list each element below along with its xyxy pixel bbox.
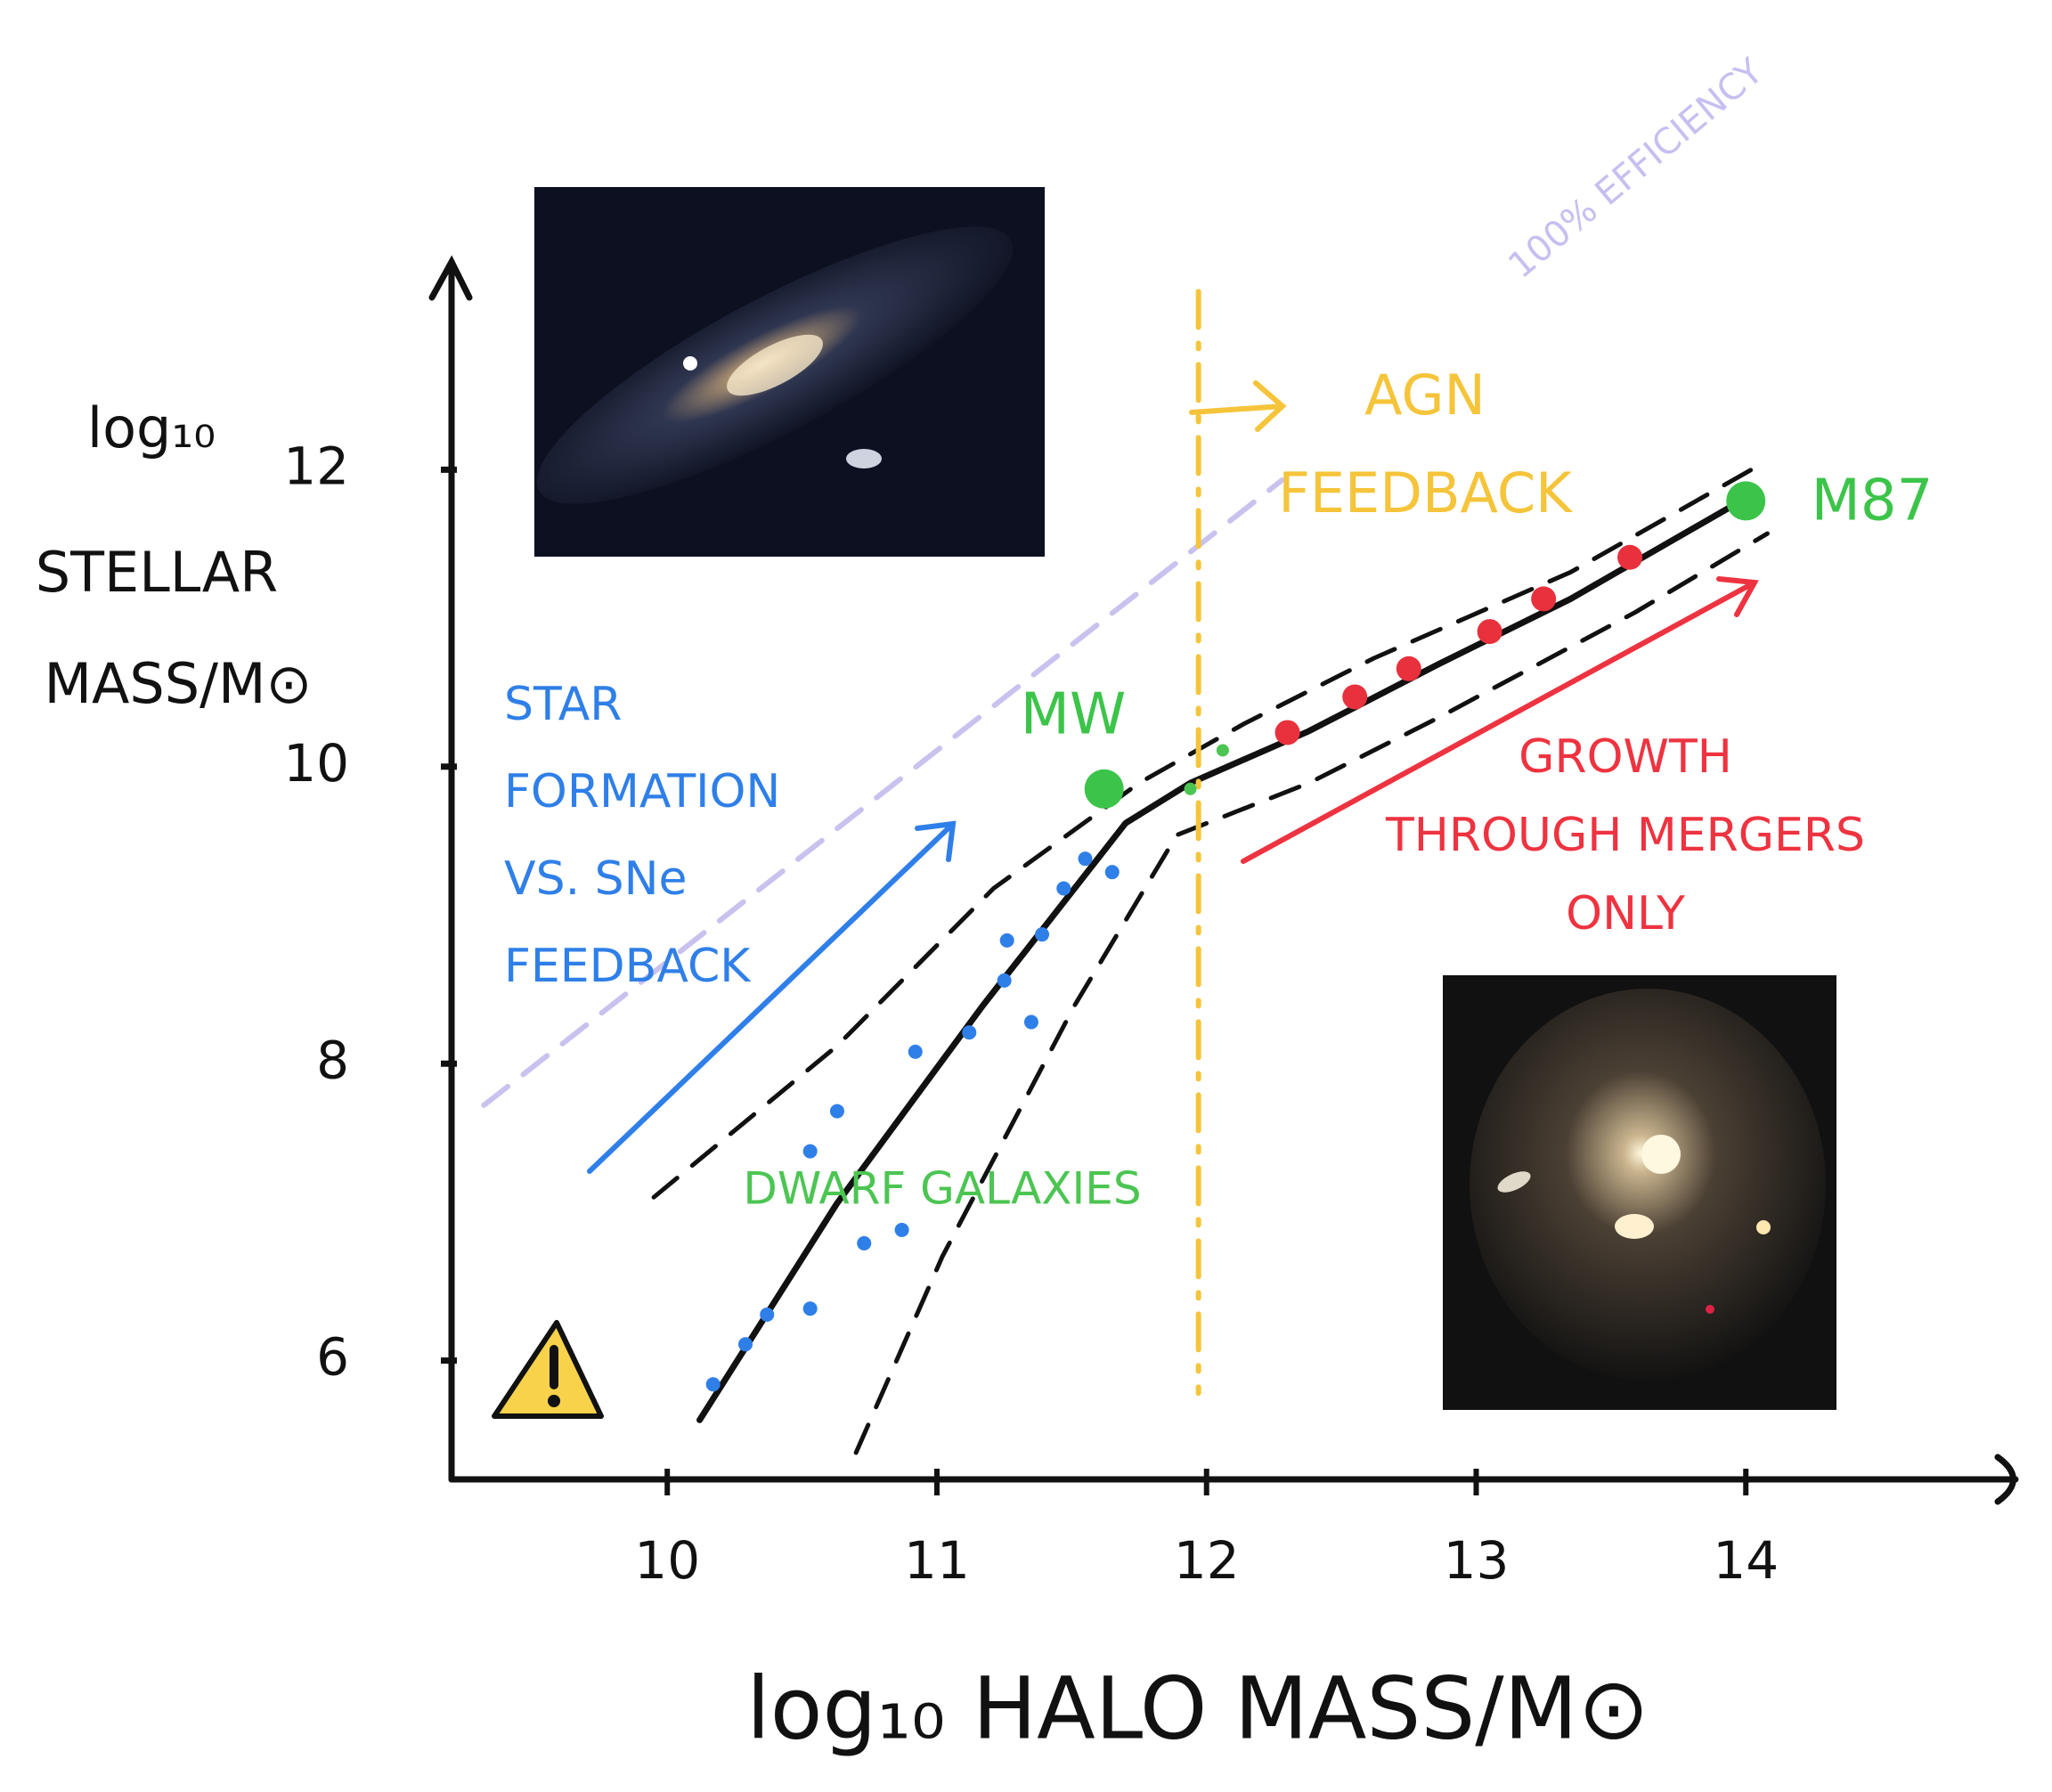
y-tick-label: 10 — [283, 733, 349, 794]
point-label: M87 — [1812, 468, 1934, 534]
y-tick-label: 12 — [283, 436, 349, 496]
point-label: MW — [1021, 682, 1127, 748]
annotation: THROUGH MERGERS — [1385, 809, 1865, 862]
y-axis — [428, 255, 473, 1483]
point — [857, 1235, 872, 1250]
point — [705, 1377, 721, 1392]
point — [997, 973, 1012, 988]
line — [481, 477, 1285, 1108]
x-tick-label: 13 — [1444, 1530, 1510, 1591]
y-axis-label: STELLAR — [36, 540, 278, 605]
point — [1274, 720, 1300, 745]
point — [1056, 881, 1071, 896]
point — [738, 1337, 753, 1352]
point — [1342, 684, 1368, 710]
x-axis — [448, 1454, 2019, 1505]
point — [1617, 544, 1643, 570]
y-tick-label: 6 — [316, 1327, 349, 1388]
point — [1531, 586, 1557, 612]
point — [962, 1025, 977, 1040]
point — [802, 1301, 818, 1316]
andromeda-photo — [534, 187, 1045, 557]
annotation: ONLY — [1566, 887, 1685, 941]
arrows — [587, 380, 1759, 1174]
annotation: FEEDBACK — [504, 940, 752, 993]
annotation: STAR — [504, 678, 622, 731]
point — [999, 933, 1014, 948]
x-tick-label: 10 — [634, 1530, 700, 1591]
annotation: FEEDBACK — [1278, 460, 1573, 525]
point — [1216, 744, 1229, 757]
y-axis-label: log₁₀ — [87, 395, 216, 460]
point — [908, 1044, 923, 1059]
point — [1104, 865, 1120, 880]
point — [760, 1307, 775, 1322]
point — [1184, 782, 1197, 795]
line — [853, 531, 1770, 1455]
point — [894, 1222, 909, 1237]
annotation: DWARF GALAXIES — [743, 1163, 1141, 1215]
x-tick-label: 11 — [904, 1530, 970, 1591]
point — [1477, 619, 1502, 645]
annotation: GROWTH — [1519, 730, 1732, 784]
annotation: AGN — [1364, 362, 1486, 428]
point — [1084, 769, 1124, 809]
point — [802, 1144, 818, 1159]
x-axis-label: log₁₀ HALO MASS/M⊙ — [746, 1658, 1649, 1758]
point — [829, 1104, 844, 1119]
point — [1078, 851, 1093, 867]
x-tick-label: 12 — [1174, 1530, 1240, 1591]
point — [1726, 481, 1766, 521]
annotation: VS. SNe — [504, 852, 688, 906]
line — [651, 466, 1756, 1200]
y-tick-label: 8 — [316, 1030, 349, 1090]
point — [1396, 656, 1421, 681]
point — [1023, 1014, 1038, 1030]
annotation: 100% EFFICIENCY — [1501, 51, 1771, 287]
point — [1035, 927, 1050, 942]
x-tick-label: 14 — [1713, 1530, 1779, 1591]
warning-icon — [492, 1320, 604, 1419]
elliptical-photo — [1443, 975, 1836, 1410]
y-axis-label: MASS/M⊙ — [45, 651, 313, 716]
annotation: FORMATION — [504, 765, 780, 819]
